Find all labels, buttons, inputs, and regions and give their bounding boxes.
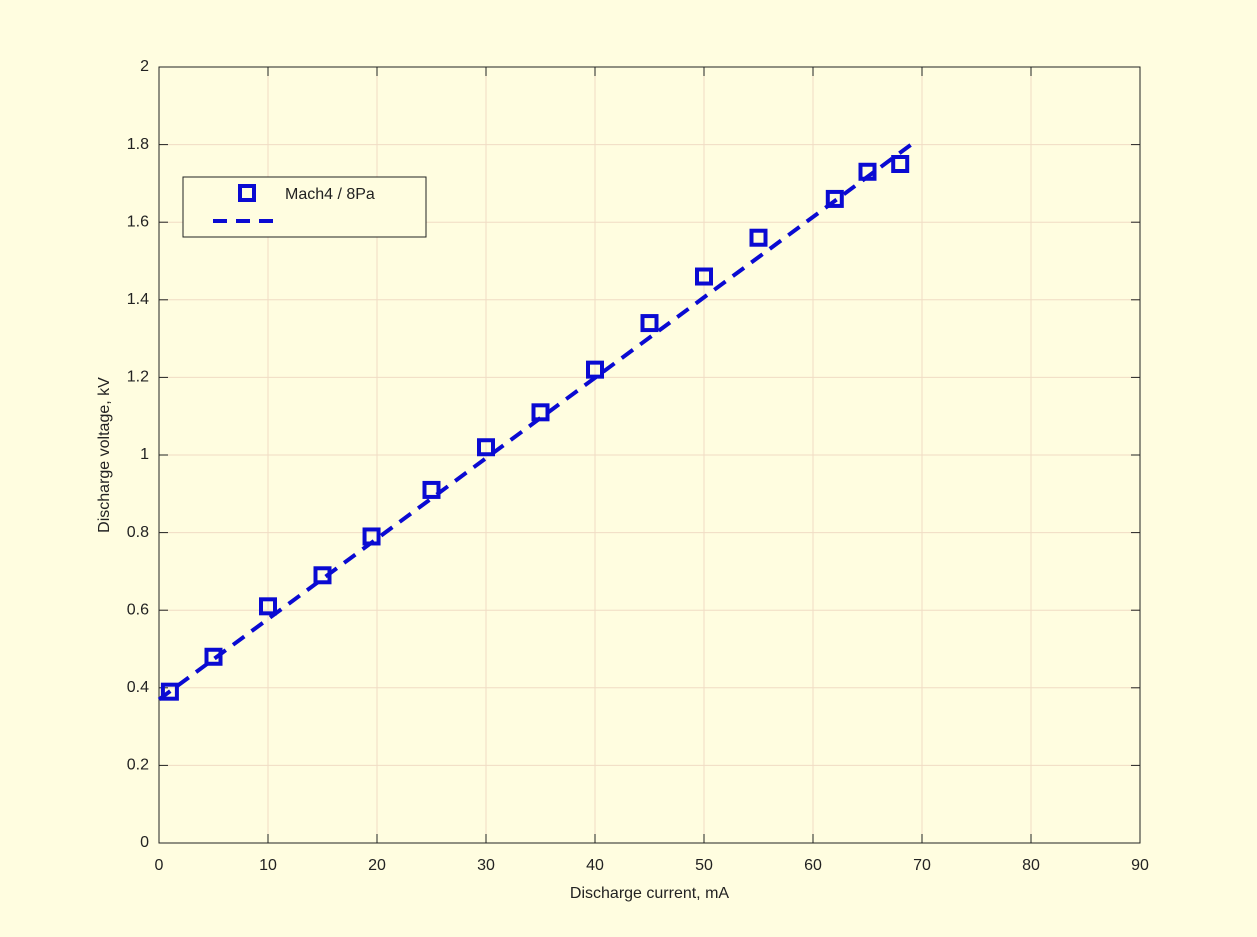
marker [640,314,659,333]
marker [362,527,381,546]
marker [313,566,332,585]
marker [204,647,223,666]
x-tick-label: 90 [1131,857,1149,874]
y-axis-label: Discharge voltage, kV [96,377,113,533]
x-tick-label: 70 [913,857,931,874]
y-tick-label: 1.6 [127,213,149,230]
x-tick-label: 20 [368,857,386,874]
x-tick-label: 10 [259,857,277,874]
y-tick-label: 0.4 [127,679,149,696]
marker [695,267,713,286]
y-tick-label: 1.8 [127,136,149,153]
marker [891,155,910,173]
marker [825,189,844,208]
legend-marker [238,184,256,202]
x-tick-label: 40 [586,857,604,874]
x-tick-label: 0 [155,857,164,874]
y-tick-label: 0.6 [127,601,149,618]
x-tick-label: 30 [477,857,495,874]
y-tick-label: 0.8 [127,524,149,541]
x-tick-label: 60 [804,857,822,874]
marker [858,162,877,181]
x-axis-label: Discharge current, mA [570,885,729,902]
y-tick-label: 0 [140,834,149,851]
x-tick-label: 80 [1022,857,1040,874]
legend-label: Mach4 / 8Pa [285,186,375,203]
legend-box [182,176,427,238]
marker [422,480,441,499]
y-tick-label: 1.4 [127,291,149,308]
x-tick-label: 50 [695,857,713,874]
y-tick-label: 1 [140,446,149,463]
marker [160,682,179,701]
marker [586,360,604,379]
marker [531,403,550,422]
marker [749,228,768,247]
marker [477,438,495,457]
y-tick-label: 0.2 [127,757,149,774]
fit-line [157,142,913,702]
y-tick-label: 2 [140,58,149,75]
y-tick-label: 1.2 [127,369,149,386]
marker [259,597,277,616]
